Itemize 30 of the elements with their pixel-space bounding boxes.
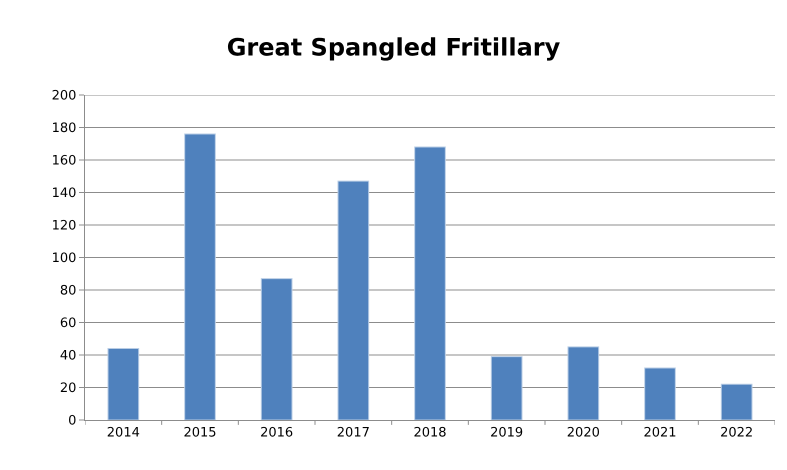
- x-tick-label: 2017: [336, 426, 370, 441]
- x-tick-label: 2021: [643, 426, 677, 441]
- bar: [414, 146, 446, 420]
- x-tick-label: 2022: [720, 426, 754, 441]
- y-tick-label: 120: [52, 218, 76, 234]
- bar: [260, 278, 292, 420]
- y-tick-label: 200: [52, 88, 76, 104]
- x-tick-label: 2015: [183, 426, 217, 441]
- x-tick-label: 2018: [413, 426, 447, 441]
- x-tick-label: 2020: [566, 426, 600, 441]
- y-tick-label: 0: [68, 414, 76, 429]
- y-tick-label: 100: [52, 251, 76, 266]
- y-tick-label: 160: [52, 154, 76, 169]
- y-tick-label: 180: [52, 121, 76, 136]
- x-tick-label: 2014: [106, 426, 140, 441]
- y-tick-label: 60: [60, 316, 76, 332]
- bar: [108, 348, 140, 420]
- bar: [568, 346, 600, 420]
- x-tick-label: 2019: [490, 426, 524, 441]
- bar: [644, 368, 676, 420]
- y-tick-label: 140: [52, 186, 76, 202]
- bar: [490, 356, 522, 420]
- x-tick-label: 2016: [260, 426, 294, 441]
- bar: [338, 180, 370, 420]
- chart-title: Great Spangled Fritillary: [226, 33, 561, 62]
- y-tick-label: 20: [60, 381, 76, 396]
- bar: [720, 384, 752, 420]
- bar: [184, 134, 216, 420]
- y-tick-label: 40: [60, 348, 76, 364]
- y-tick-label: 80: [60, 284, 76, 299]
